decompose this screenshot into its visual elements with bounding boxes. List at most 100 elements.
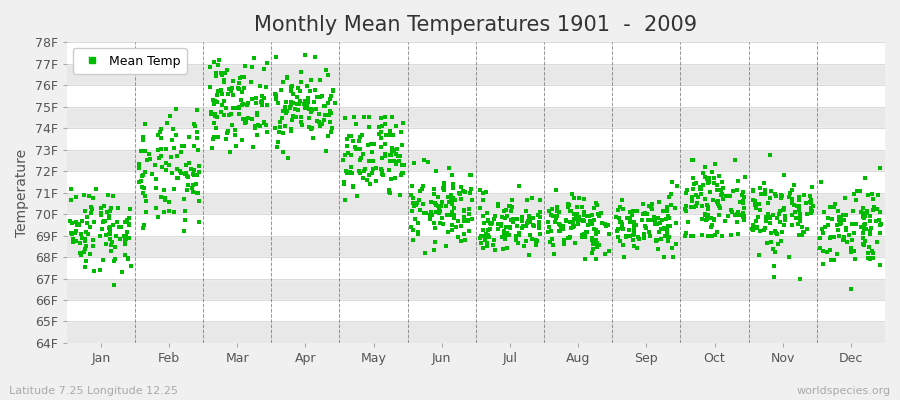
Point [356,175,370,182]
Point [659,226,673,232]
Point [375,172,390,178]
Point [706,180,721,186]
Point [372,131,386,137]
Point [238,115,252,122]
Point [499,224,513,230]
Point [464,172,478,178]
Point [464,196,479,203]
Point [559,217,573,223]
Point [215,91,230,97]
Point [253,83,267,89]
Point [206,134,220,140]
Point [224,122,238,128]
Point [782,194,796,200]
Point [260,129,274,135]
Point [575,217,590,224]
Point [585,241,599,247]
Point [871,216,886,223]
Point [173,168,187,174]
Point [254,99,268,106]
Point [154,152,168,159]
Point [76,192,91,199]
Point [249,112,264,118]
Point [103,236,117,242]
Point [698,174,712,180]
Point [670,183,684,189]
Point [865,255,879,261]
Point [284,102,299,108]
Point [279,99,293,105]
Point [627,228,642,234]
Point [304,126,319,132]
Point [791,197,806,203]
Point [98,241,112,247]
Point [589,256,603,262]
Point [567,194,581,201]
Point [701,180,716,186]
Point [280,108,294,114]
Point [806,202,820,209]
Point [853,209,868,216]
Point [727,157,742,164]
Point [435,214,449,221]
Point [407,202,421,209]
Point [83,251,97,257]
Point [627,219,642,225]
Point [479,188,493,195]
Point [587,217,601,223]
Point [413,207,428,213]
Point [626,208,640,215]
Point [752,252,766,258]
Point [857,242,871,249]
Point [302,106,317,112]
Point [594,209,608,216]
Point [861,192,876,198]
Point [787,202,801,208]
Point [860,210,874,216]
Point [118,234,132,240]
Point [634,217,649,223]
Point [220,104,234,111]
Point [592,213,607,219]
Point [284,126,298,132]
Point [158,195,172,201]
Point [436,187,451,193]
Point [856,210,870,216]
Point [139,168,153,175]
Point [318,112,332,118]
Point [80,231,94,237]
Point [626,227,641,233]
Point [284,99,299,106]
Point [321,72,336,78]
Point [552,228,566,235]
Point [338,168,353,174]
Point [167,186,182,192]
Point [68,194,83,200]
Point [562,234,577,240]
Point [346,183,360,189]
Point [206,96,220,103]
Point [382,189,397,195]
Point [434,203,448,209]
Point [364,149,379,156]
Point [159,160,174,166]
Point [272,129,286,136]
Point [774,195,788,202]
Point [763,215,778,222]
Point [446,222,460,228]
Point [615,220,629,227]
Point [850,221,864,228]
Point [290,94,304,100]
Point [291,84,305,91]
Point [374,123,389,129]
Point [428,191,442,197]
Point [86,243,100,250]
Point [97,203,112,210]
Point [651,215,665,222]
Point [169,132,184,138]
Point [703,189,717,195]
Point [734,192,749,198]
Point [544,228,559,234]
Point [827,201,842,207]
Point [866,250,880,256]
